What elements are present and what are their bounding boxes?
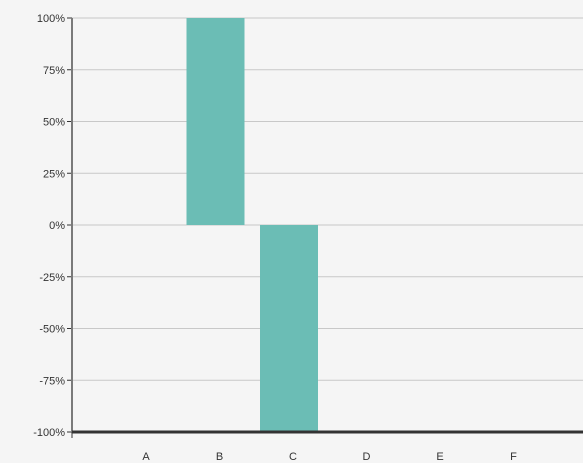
x-tick-label: F [510, 451, 517, 463]
y-tick-label: 75% [43, 65, 65, 77]
x-axis: A B C D E F [71, 430, 583, 463]
x-tick-label: C [289, 451, 297, 463]
x-tick-label: D [363, 451, 371, 463]
bars [186, 18, 318, 432]
bar-b [186, 18, 245, 225]
y-tick-label: -75% [39, 375, 65, 387]
x-tick-label: E [436, 451, 443, 463]
y-tick-label: -25% [39, 272, 65, 284]
bar-c [260, 225, 318, 432]
x-tick-label: B [216, 451, 223, 463]
x-tick-label: A [142, 451, 150, 463]
y-axis: 100% 75% 50% 25% 0% -25% -50% -75% -100% [33, 13, 73, 439]
y-tick-label: -50% [39, 324, 65, 336]
y-tick-label: -100% [33, 427, 65, 439]
y-tick-label: 0% [49, 220, 65, 232]
y-tick-label: 100% [37, 13, 65, 25]
y-tick-label: 25% [43, 168, 65, 180]
y-tick-label: 50% [43, 117, 65, 129]
gridlines [72, 17, 583, 381]
